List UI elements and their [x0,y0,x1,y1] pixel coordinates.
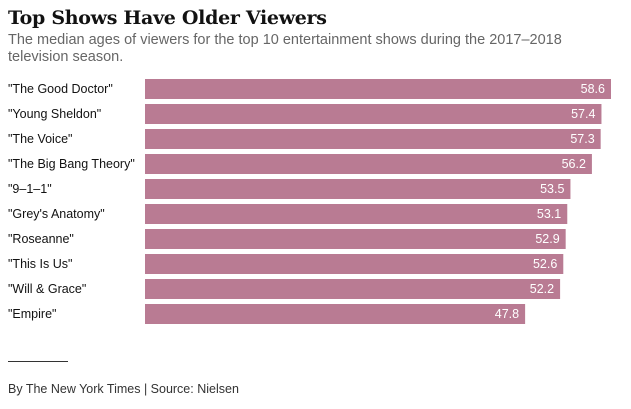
value-label: 52.9 [535,232,559,246]
chart-subtitle: The median ages of viewers for the top 1… [8,32,562,65]
category-label: "Roseanne" [8,232,74,246]
value-label: 53.1 [537,207,561,221]
bar-row: "This Is Us" 52.6 [8,254,564,274]
bar-row: "Roseanne" 52.9 [8,229,566,249]
bar-row: "Empire" 47.8 [8,304,526,324]
bar-row: "Young Sheldon" 57.4 [8,104,602,124]
bar [145,204,568,224]
bar [145,229,566,249]
bar [145,154,592,174]
value-label: 53.5 [540,182,564,196]
bar [145,279,561,299]
bar-row: "The Voice" 57.3 [8,129,601,149]
category-label: "This Is Us" [8,257,72,271]
source-credit: By The New York Times | Source: Nielsen [8,382,239,396]
category-label: "Empire" [8,307,56,321]
bar-row: "9–1–1" 53.5 [8,179,571,199]
bar [145,79,611,99]
category-label: "The Voice" [8,132,72,146]
category-label: "Will & Grace" [8,282,86,296]
category-label: "The Good Doctor" [8,82,113,96]
bar-row: "The Big Bang Theory" 56.2 [8,154,592,174]
bar [145,304,526,324]
bar-row: "The Good Doctor" 58.6 [8,79,611,99]
value-label: 57.3 [570,132,594,146]
bar [145,104,602,124]
chart-title: Top Shows Have Older Viewers [8,7,327,29]
value-label: 58.6 [581,82,605,96]
bar [145,254,564,274]
category-label: "9–1–1" [8,182,52,196]
category-label: "Young Sheldon" [8,107,101,121]
category-label: "Grey's Anatomy" [8,207,105,221]
value-label: 52.6 [533,257,557,271]
bar-row: "Grey's Anatomy" 53.1 [8,204,568,224]
footer-divider [8,361,68,362]
value-label: 52.2 [530,282,554,296]
value-label: 47.8 [495,307,519,321]
value-label: 56.2 [562,157,586,171]
bar [145,179,571,199]
bar-chart: "The Good Doctor" 58.6 "Young Sheldon" 57.4… [8,79,611,324]
bar-row: "Will & Grace" 52.2 [8,279,561,299]
value-label: 57.4 [571,107,595,121]
bar [145,129,601,149]
category-label: "The Big Bang Theory" [8,157,135,171]
